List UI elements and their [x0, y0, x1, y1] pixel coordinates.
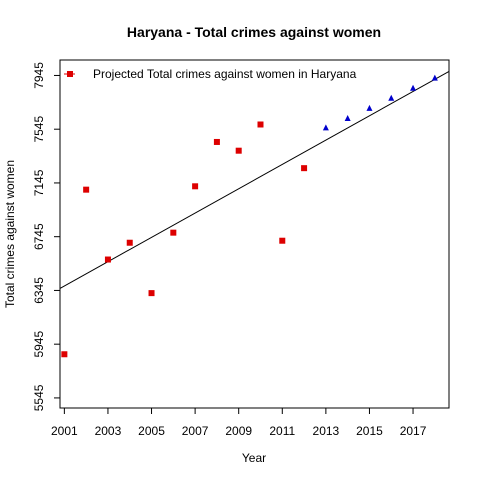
actual-point	[170, 229, 177, 236]
y-tick-label: 7945	[32, 62, 46, 89]
y-tick-label: 5945	[32, 331, 46, 358]
y-tick-label: 6345	[32, 277, 46, 304]
y-axis: 5545 5945 6345 6745 7145 7545 7945	[32, 62, 60, 411]
actual-point	[301, 165, 308, 172]
actual-point	[126, 239, 133, 246]
projected-point	[322, 124, 329, 131]
x-axis: 2001 2003 2005 2007 2009 2011 2013 2015 2017	[51, 408, 427, 438]
projected-point	[410, 84, 417, 91]
legend-marker	[67, 71, 73, 77]
y-tick-label: 7545	[32, 116, 46, 143]
legend-entry: Projected Total crimes against women in …	[93, 67, 357, 81]
actual-point	[235, 147, 242, 154]
x-tick-label: 2017	[400, 424, 427, 438]
actual-point	[192, 183, 199, 190]
y-tick-label: 7145	[32, 169, 46, 196]
actual-point	[61, 351, 68, 358]
legend: Projected Total crimes against women in …	[64, 67, 357, 81]
x-axis-label: Year	[242, 451, 266, 465]
projected-point	[366, 104, 373, 111]
actual-point	[213, 138, 220, 145]
actual-point	[257, 121, 264, 128]
actual-point	[279, 237, 286, 244]
points-layer	[61, 74, 438, 358]
x-tick-label: 2009	[225, 424, 252, 438]
y-tick-label: 5545	[32, 384, 46, 411]
projected-point	[431, 74, 438, 81]
projected-point	[344, 114, 351, 121]
actual-point	[83, 186, 90, 193]
x-tick-label: 2001	[51, 424, 78, 438]
actual-point	[148, 290, 155, 297]
projected-point	[388, 94, 395, 101]
x-tick-label: 2005	[138, 424, 165, 438]
x-tick-label: 2013	[313, 424, 340, 438]
y-tick-label: 6745	[32, 223, 46, 250]
x-tick-label: 2011	[269, 424, 295, 438]
chart-title: Haryana - Total crimes against women	[127, 24, 381, 40]
x-tick-label: 2007	[182, 424, 209, 438]
x-tick-label: 2003	[95, 424, 122, 438]
plot-frame	[59, 59, 450, 409]
trend-layer	[59, 70, 450, 289]
trend-line	[59, 70, 450, 289]
x-tick-label: 2015	[356, 424, 383, 438]
y-axis-label: Total crimes against women	[3, 160, 17, 308]
actual-point	[104, 256, 111, 263]
